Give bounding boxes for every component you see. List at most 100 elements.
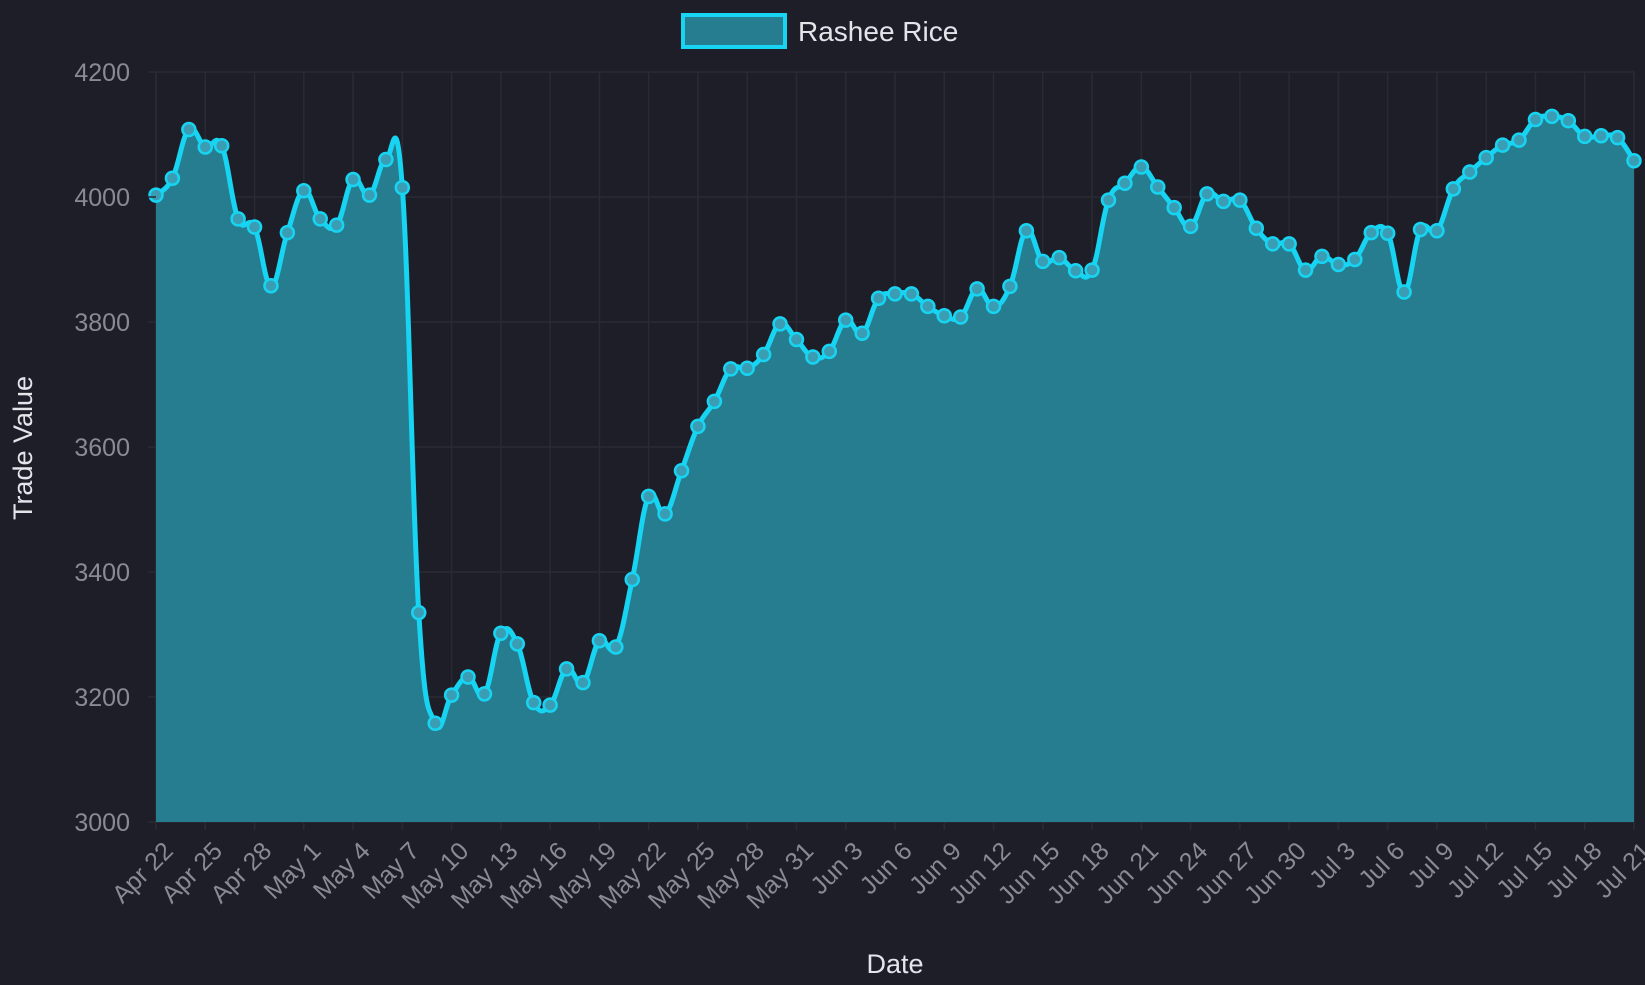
- data-point[interactable]: [394, 179, 411, 196]
- data-point[interactable]: [706, 393, 723, 410]
- data-point[interactable]: [1100, 192, 1117, 208]
- legend-label[interactable]: Rashee Rice: [798, 16, 958, 47]
- data-point[interactable]: [1445, 181, 1462, 197]
- data-point[interactable]: [837, 312, 854, 328]
- data-point[interactable]: [936, 308, 953, 324]
- data-point[interactable]: [1084, 262, 1100, 278]
- data-point[interactable]: [361, 187, 378, 203]
- data-point[interactable]: [772, 316, 788, 332]
- data-point[interactable]: [476, 686, 493, 702]
- y-tick-label: 3000: [74, 809, 130, 837]
- data-point[interactable]: [1544, 108, 1560, 125]
- data-point[interactable]: [427, 715, 443, 731]
- y-axis-ticks: 3000 3200 3400 3600 3800 4000 4200: [74, 59, 156, 837]
- data-point[interactable]: [443, 687, 460, 703]
- data-point[interactable]: [657, 506, 673, 522]
- data-point[interactable]: [345, 171, 361, 188]
- data-point[interactable]: [542, 697, 558, 713]
- data-point[interactable]: [1347, 251, 1363, 268]
- data-point[interactable]: [739, 360, 755, 376]
- data-point[interactable]: [1018, 223, 1035, 239]
- data-point[interactable]: [1363, 224, 1379, 241]
- data-point[interactable]: [1330, 256, 1347, 273]
- data-point[interactable]: [213, 138, 230, 154]
- data-point[interactable]: [1560, 113, 1577, 129]
- data-point[interactable]: [1117, 175, 1133, 191]
- data-point[interactable]: [296, 183, 312, 199]
- data-point[interactable]: [1215, 193, 1232, 210]
- data-point[interactable]: [640, 488, 657, 505]
- data-point[interactable]: [723, 361, 739, 377]
- data-point[interactable]: [870, 290, 887, 306]
- data-point[interactable]: [460, 669, 476, 685]
- data-point[interactable]: [690, 418, 706, 435]
- data-point[interactable]: [1199, 186, 1215, 202]
- data-point[interactable]: [1281, 236, 1297, 252]
- data-point[interactable]: [1494, 137, 1511, 153]
- data-point[interactable]: [1051, 249, 1067, 266]
- data-point[interactable]: [1593, 128, 1609, 144]
- data-point[interactable]: [1576, 128, 1593, 145]
- data-point[interactable]: [969, 281, 985, 297]
- legend-swatch[interactable]: [681, 13, 787, 49]
- data-point[interactable]: [328, 217, 345, 233]
- data-point[interactable]: [788, 331, 805, 348]
- x-axis-title: Date: [866, 949, 923, 979]
- data-point[interactable]: [1264, 236, 1281, 252]
- data-point[interactable]: [1478, 149, 1494, 166]
- data-point[interactable]: [1511, 132, 1527, 148]
- data-point[interactable]: [1166, 199, 1182, 216]
- y-axis-title: Trade Value: [8, 376, 38, 520]
- data-point[interactable]: [197, 139, 214, 155]
- data-point[interactable]: [624, 571, 640, 588]
- data-point[interactable]: [263, 278, 279, 294]
- data-point[interactable]: [1626, 153, 1642, 169]
- data-point[interactable]: [1002, 278, 1018, 295]
- data-point[interactable]: [1429, 223, 1445, 239]
- data-point[interactable]: [164, 170, 181, 186]
- data-point[interactable]: [1035, 253, 1051, 270]
- data-point[interactable]: [1462, 164, 1478, 180]
- data-point[interactable]: [887, 286, 903, 302]
- data-point[interactable]: [312, 211, 328, 227]
- data-point[interactable]: [246, 219, 263, 235]
- data-point[interactable]: [952, 309, 969, 325]
- data-point[interactable]: [378, 151, 394, 168]
- data-point[interactable]: [1527, 111, 1544, 128]
- y-tick-label: 3600: [74, 434, 130, 462]
- data-point[interactable]: [181, 121, 197, 138]
- data-point[interactable]: [755, 346, 772, 363]
- data-point[interactable]: [493, 625, 509, 641]
- data-point[interactable]: [985, 298, 1002, 315]
- data-point[interactable]: [1297, 262, 1314, 278]
- data-point[interactable]: [903, 286, 920, 302]
- data-point[interactable]: [1314, 248, 1330, 265]
- data-point[interactable]: [575, 674, 591, 691]
- data-point[interactable]: [509, 636, 526, 652]
- data-point[interactable]: [1379, 225, 1396, 241]
- data-point[interactable]: [525, 694, 542, 711]
- data-point[interactable]: [1396, 284, 1412, 300]
- data-point[interactable]: [920, 298, 936, 315]
- data-point[interactable]: [821, 343, 838, 360]
- data-point[interactable]: [854, 325, 870, 341]
- data-point[interactable]: [230, 211, 246, 227]
- data-point[interactable]: [1150, 179, 1166, 195]
- series-area-fill: [156, 116, 1634, 823]
- data-point[interactable]: [1232, 192, 1248, 208]
- data-point[interactable]: [608, 639, 624, 655]
- data-point[interactable]: [673, 463, 690, 479]
- data-point[interactable]: [411, 604, 427, 621]
- data-point[interactable]: [1133, 159, 1150, 175]
- data-point[interactable]: [1182, 218, 1199, 235]
- data-point[interactable]: [805, 349, 821, 365]
- data-point[interactable]: [1609, 129, 1626, 146]
- data-point[interactable]: [1412, 221, 1429, 238]
- legend[interactable]: Rashee Rice: [681, 13, 958, 49]
- data-point[interactable]: [1067, 263, 1084, 279]
- data-point[interactable]: [558, 661, 575, 677]
- data-point[interactable]: [279, 224, 296, 241]
- data-point[interactable]: [591, 633, 608, 649]
- data-point[interactable]: [148, 187, 164, 203]
- data-point[interactable]: [1248, 220, 1265, 236]
